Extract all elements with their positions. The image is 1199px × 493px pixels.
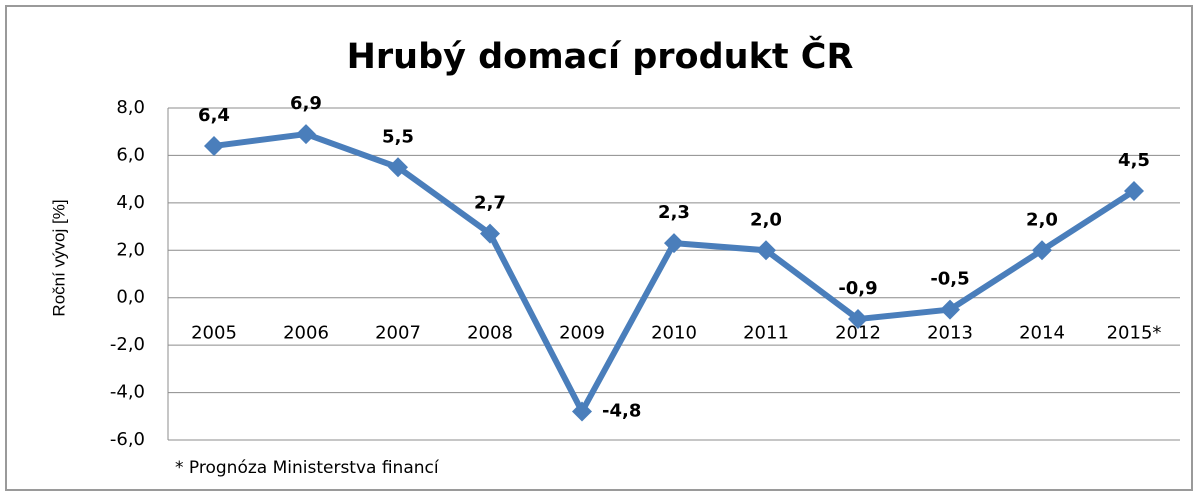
marker (204, 135, 224, 156)
y-tick-label: -6,0 (110, 429, 145, 450)
y-tick-label: 6,0 (116, 144, 145, 165)
y-tick-label: 8,0 (116, 97, 145, 118)
marker (940, 299, 960, 320)
marker (296, 124, 316, 145)
x-tick-label: 2011 (743, 323, 789, 344)
x-tick-label: 2008 (467, 323, 513, 344)
x-tick-label: 2014 (1019, 323, 1065, 344)
data-label: 2,7 (474, 193, 506, 214)
marker (664, 233, 684, 254)
x-tick-label: 2009 (559, 323, 605, 344)
y-axis-label: Roční vývoj [%] (49, 199, 68, 316)
x-tick-label: 2013 (927, 323, 973, 344)
marker (572, 401, 592, 422)
data-label: 4,5 (1118, 150, 1150, 171)
y-tick-label: -4,0 (110, 382, 145, 403)
marker (1124, 181, 1144, 201)
y-tick-label: 2,0 (116, 239, 145, 260)
x-tick-label: 2015* (1107, 323, 1162, 344)
x-tick-label: 2005 (191, 323, 237, 344)
x-tick-label: 2010 (651, 323, 697, 344)
y-tick-label: 0,0 (116, 287, 145, 308)
marker (756, 240, 776, 261)
marker (388, 157, 408, 178)
marker (1032, 240, 1052, 261)
data-label: 6,4 (198, 105, 230, 126)
footnote: * Prognóza Ministerstva financí (175, 458, 440, 478)
data-label: -0,9 (838, 278, 877, 299)
y-tick-label: -2,0 (110, 334, 145, 355)
y-tick-label: 4,0 (116, 192, 145, 213)
x-tick-label: 2012 (835, 323, 881, 344)
chart-title: Hrubý domací produkt ČR (347, 35, 854, 77)
data-label: 2,3 (658, 202, 690, 223)
x-tick-label: 2006 (283, 323, 329, 344)
data-label: -4,8 (602, 401, 641, 422)
marker (480, 223, 500, 244)
x-tick-label: 2007 (375, 323, 421, 344)
data-label: 5,5 (382, 126, 414, 147)
data-label: -0,5 (930, 269, 969, 290)
data-label: 2,0 (750, 209, 782, 230)
chart-frame (5, 5, 1193, 491)
marker (848, 309, 868, 330)
data-label: 2,0 (1026, 209, 1058, 230)
data-label: 6,9 (290, 93, 322, 114)
